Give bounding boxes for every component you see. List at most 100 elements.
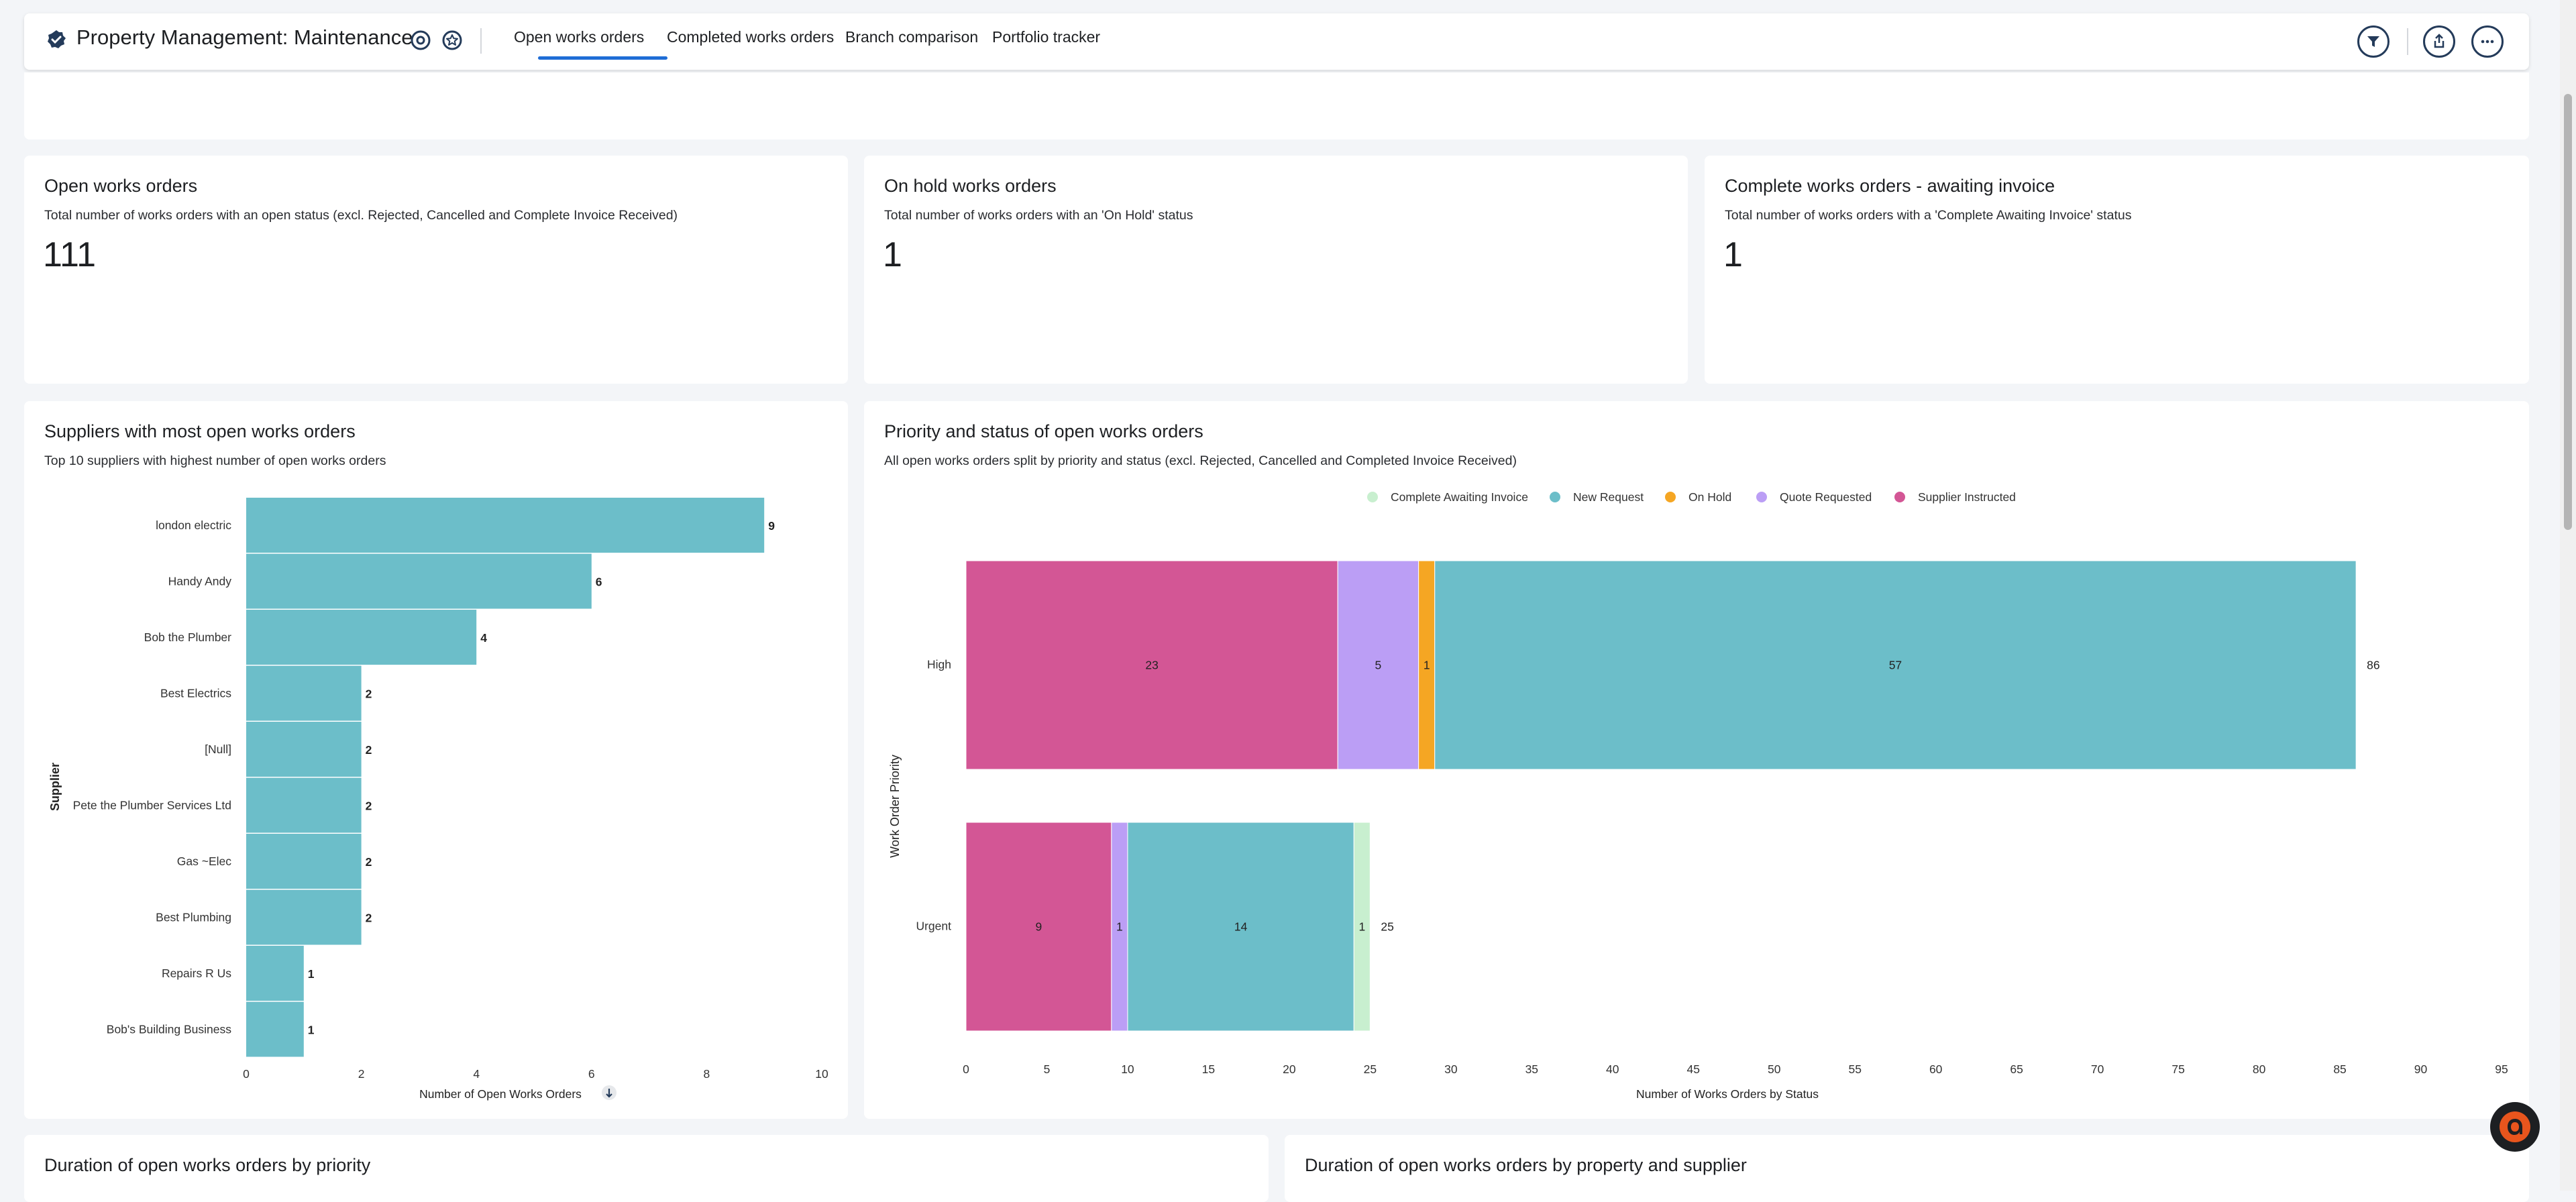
x-tick-label: 95 — [2495, 1062, 2508, 1076]
x-axis-title: Number of Open Works Orders — [419, 1087, 582, 1101]
x-tick-label: 55 — [1848, 1062, 1861, 1076]
supplier-value-label: 2 — [366, 688, 372, 701]
stacked-bar-segment — [965, 822, 1112, 1032]
supplier-bar — [246, 834, 362, 889]
x-tick-label: 50 — [1768, 1062, 1781, 1076]
kpi-subtitle: Total number of works orders with an ope… — [44, 208, 678, 223]
stack-total-label: 25 — [1381, 920, 1393, 934]
share-button[interactable] — [2423, 25, 2455, 58]
supplier-bar — [246, 498, 765, 553]
x-tick-label: 45 — [1687, 1062, 1700, 1076]
x-tick-label: 0 — [963, 1062, 969, 1076]
supplier-category-label: london electric — [156, 518, 231, 532]
chart-title: Suppliers with most open works orders — [44, 421, 356, 441]
supplier-bar — [246, 777, 362, 833]
info-icon[interactable] — [410, 30, 431, 51]
page-title: Property Management: Maintenance — [76, 25, 413, 49]
priority-category-label: High — [927, 658, 951, 671]
supplier-category-label: [Null] — [205, 743, 231, 756]
supplier-category-label: Bob's Building Business — [107, 1023, 231, 1036]
legend-swatch — [1894, 492, 1905, 502]
favorite-star-icon[interactable] — [441, 30, 463, 51]
chart-title: Priority and status of open works orders — [884, 421, 1203, 441]
supplier-category-label: Repairs R Us — [162, 967, 231, 980]
legend-label: New Request — [1573, 490, 1644, 504]
kpi-title: Complete works orders - awaiting invoice — [1725, 176, 2055, 196]
top-header: Property Management: Maintenance Open wo… — [24, 13, 2529, 70]
duration-by-priority-card: Duration of open works orders by priorit… — [24, 1135, 1269, 1202]
y-axis-title: Supplier — [48, 763, 62, 811]
assistant-button[interactable] — [2490, 1102, 2540, 1152]
x-tick-label: 80 — [2253, 1062, 2266, 1076]
tab-completed-works-orders[interactable]: Completed works orders — [667, 28, 835, 46]
legend-swatch — [1756, 492, 1767, 502]
supplier-value-label: 2 — [366, 743, 372, 757]
duration-by-property-card: Duration of open works orders by propert… — [1285, 1135, 2529, 1202]
supplier-value-label: 4 — [480, 631, 487, 645]
legend-swatch — [1550, 492, 1560, 502]
supplier-value-label: 9 — [768, 519, 775, 533]
stacked-bar-segment — [1127, 822, 1354, 1032]
stack-total-label: 86 — [2367, 659, 2379, 672]
supplier-bar — [246, 722, 362, 777]
kpi-title: Open works orders — [44, 176, 198, 196]
tab-portfolio-tracker[interactable]: Portfolio tracker — [992, 28, 1101, 46]
segment-value-label: 57 — [1889, 659, 1902, 672]
x-tick-label: 30 — [1444, 1062, 1458, 1076]
supplier-bar — [246, 610, 477, 665]
kpi-value: 111 — [43, 235, 97, 274]
stacked-bar-segment — [1337, 560, 1419, 770]
x-tick-label: 5 — [1044, 1062, 1051, 1076]
share-icon — [2434, 34, 2445, 48]
segment-value-label: 1 — [1358, 920, 1365, 934]
supplier-bar — [246, 553, 592, 609]
verified-badge-icon — [46, 30, 66, 50]
legend-swatch — [1665, 492, 1676, 502]
x-tick-label: 90 — [2414, 1062, 2428, 1076]
x-tick-label: 40 — [1606, 1062, 1619, 1076]
x-axis-title: Number of Works Orders by Status — [1636, 1087, 1819, 1101]
priority-category-label: Urgent — [916, 920, 951, 933]
x-tick-label: 25 — [1364, 1062, 1377, 1076]
x-tick-label: 75 — [2171, 1062, 2184, 1076]
segment-value-label: 1 — [1116, 920, 1123, 934]
filter-icon — [2367, 36, 2379, 47]
kpi-subtitle: Total number of works orders with a 'Com… — [1725, 208, 2132, 223]
segment-value-label: 14 — [1234, 920, 1248, 934]
kpi-subtitle: Total number of works orders with an 'On… — [884, 208, 1193, 223]
x-tick-label: 35 — [1525, 1062, 1538, 1076]
filter-bar-area — [24, 72, 2529, 140]
segment-value-label: 23 — [1145, 659, 1158, 672]
stacked-bar-segment — [1418, 560, 1436, 770]
segment-value-label: 1 — [1424, 659, 1430, 672]
x-tick-label: 10 — [1121, 1062, 1134, 1076]
x-tick-label: 0 — [243, 1067, 250, 1081]
tab-open-works-orders[interactable]: Open works orders — [514, 28, 645, 46]
segment-value-label: 9 — [1036, 920, 1042, 934]
chart-title: Duration of open works orders by propert… — [1305, 1155, 1747, 1175]
chart-title: Duration of open works orders by priorit… — [44, 1155, 371, 1175]
supplier-value-label: 2 — [366, 912, 372, 925]
x-tick-label: 20 — [1283, 1062, 1296, 1076]
chart-subtitle: Top 10 suppliers with highest number of … — [44, 453, 386, 468]
kpi-card-awaiting-invoice: Complete works orders - awaiting invoice… — [1705, 156, 2529, 384]
stacked-bar-segment — [965, 560, 1338, 770]
filter-button[interactable] — [2357, 25, 2390, 58]
supplier-value-label: 1 — [308, 1024, 315, 1037]
x-tick-label: 15 — [1202, 1062, 1215, 1076]
x-tick-label: 65 — [2010, 1062, 2023, 1076]
legend-label: Quote Requested — [1780, 490, 1872, 504]
segment-value-label: 5 — [1375, 659, 1382, 672]
x-tick-label: 8 — [704, 1067, 710, 1081]
tab-branch-comparison[interactable]: Branch comparison — [845, 28, 979, 46]
supplier-category-label: Best Electrics — [160, 687, 231, 700]
kpi-title: On hold works orders — [884, 176, 1057, 196]
legend-label: Supplier Instructed — [1918, 490, 2016, 504]
more-options-button[interactable] — [2471, 25, 2504, 58]
legend-swatch — [1367, 492, 1378, 502]
legend-label: On Hold — [1688, 490, 1731, 504]
supplier-value-label: 2 — [366, 800, 372, 813]
kpi-value: 1 — [1723, 235, 1743, 274]
stacked-bar-segment — [1353, 822, 1371, 1032]
scrollbar-thumb[interactable] — [2564, 94, 2572, 530]
